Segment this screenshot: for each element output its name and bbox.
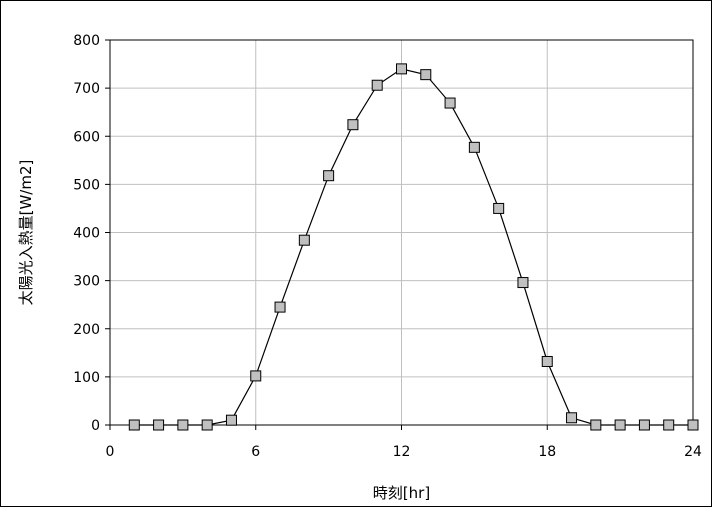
data-point [225, 414, 237, 426]
y-tick-label: 0 [91, 418, 100, 434]
data-point [347, 119, 359, 131]
data-point [153, 419, 165, 431]
data-point [663, 419, 675, 431]
data-point [468, 141, 480, 153]
data-point [250, 370, 262, 382]
y-tick-label: 400 [73, 226, 100, 242]
data-point [541, 355, 553, 367]
y-tick-label: 800 [73, 33, 100, 49]
series-line [134, 68, 693, 426]
data-point [177, 419, 189, 431]
x-tick-label: 24 [684, 444, 702, 460]
data-point [638, 419, 650, 431]
y-tick-label: 300 [73, 274, 100, 290]
data-point [396, 63, 407, 75]
grid [110, 40, 693, 425]
y-tick-label: 700 [73, 81, 100, 97]
data-point [614, 419, 626, 431]
y-axis-title: 太陽光入熱量[W/m2] [17, 160, 35, 306]
y-tick-label: 200 [73, 322, 100, 338]
data-point [687, 419, 699, 431]
data-point [371, 79, 383, 91]
y-tick-label: 600 [73, 129, 100, 145]
x-tick-label: 6 [251, 444, 260, 460]
data-point [493, 202, 505, 214]
x-axis-title: 時刻[hr] [373, 484, 430, 502]
data-point [274, 301, 286, 313]
y-axis: 0 100 200 300 400 500 600 700 800 [73, 33, 110, 434]
data-point [323, 170, 335, 182]
x-tick-label: 12 [393, 444, 411, 460]
x-tick-label: 18 [538, 444, 556, 460]
data-point [128, 419, 140, 431]
data-point [420, 69, 432, 81]
data-points [128, 63, 699, 431]
data-point [590, 419, 602, 431]
data-point [444, 97, 456, 109]
data-point [566, 412, 578, 424]
data-point [517, 277, 529, 289]
data-point [201, 419, 213, 431]
data-point [298, 234, 310, 246]
x-tick-label: 0 [106, 444, 115, 460]
y-tick-label: 500 [73, 177, 100, 193]
y-tick-label: 100 [73, 370, 100, 386]
x-axis: 0 6 12 18 24 [106, 425, 702, 460]
